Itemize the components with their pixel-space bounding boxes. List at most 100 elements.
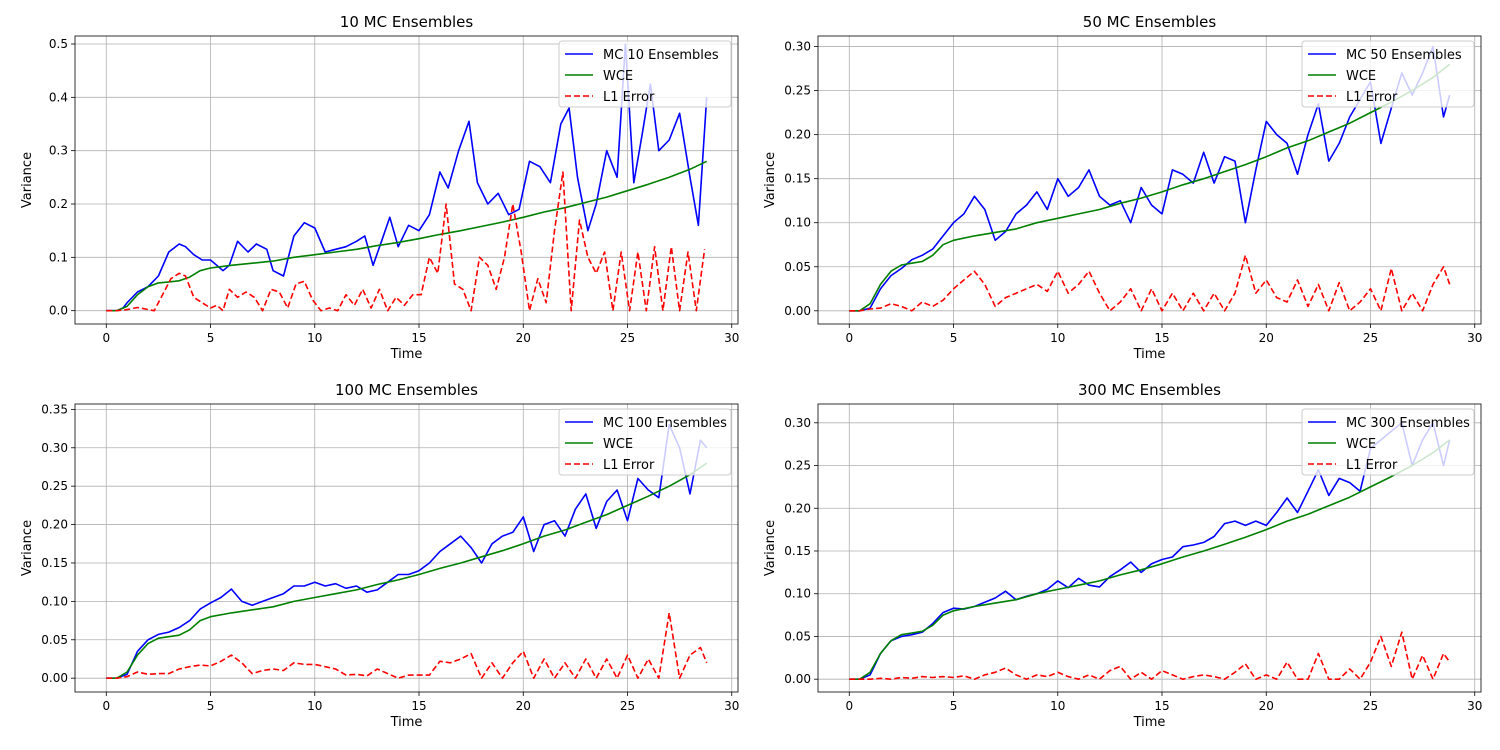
y-tick-label: 0.20: [41, 518, 68, 532]
y-tick-label: 0.00: [784, 672, 811, 686]
legend-label: L1 Error: [1346, 458, 1398, 473]
x-tick-label: 20: [516, 699, 531, 713]
series-line-3: [849, 631, 1451, 681]
x-axis-label: Time: [1133, 347, 1166, 362]
x-tick-label: 15: [1154, 331, 1169, 345]
x-tick-label: 10: [307, 331, 322, 345]
x-tick-label: 0: [102, 699, 110, 713]
x-tick-label: 30: [724, 331, 739, 345]
x-tick-label: 30: [1467, 699, 1482, 713]
x-tick-label: 20: [1259, 331, 1274, 345]
x-tick-label: 10: [1050, 331, 1065, 345]
x-tick-label: 30: [724, 699, 739, 713]
series-line-2: [849, 63, 1451, 312]
chart-title: 100 MC Ensembles: [335, 381, 478, 399]
legend-label: L1 Error: [603, 90, 655, 105]
y-tick-label: 0.25: [784, 459, 811, 473]
x-tick-label: 0: [845, 699, 853, 713]
y-tick-label: 0.05: [784, 260, 811, 274]
x-tick-label: 5: [207, 331, 215, 345]
x-tick-label: 25: [620, 699, 635, 713]
legend-label: MC 100 Ensembles: [603, 416, 727, 431]
x-tick-label: 25: [1363, 699, 1378, 713]
x-axis-label: Time: [390, 347, 423, 362]
x-tick-label: 0: [845, 331, 853, 345]
legend-label: WCE: [1346, 69, 1376, 84]
y-tick-label: 0.3: [49, 144, 68, 158]
series-line-2: [106, 160, 708, 312]
x-tick-label: 5: [950, 699, 958, 713]
series-line-1: [849, 45, 1451, 312]
x-axis-label: Time: [1133, 715, 1166, 730]
y-tick-label: 0.25: [784, 84, 811, 98]
series-line-2: [849, 439, 1451, 681]
series-group: [106, 43, 708, 312]
plot-frame: [817, 35, 1482, 325]
chart-4: 0 5 10 15 20 25 30 0.00 0.05 0.10 0.15 0.20 0.25 0.30…: [763, 381, 1482, 730]
chart-title: 300 MC Ensembles: [1078, 381, 1221, 399]
legend: MC 10 Ensembles WCE L1 Error: [558, 40, 732, 108]
x-tick-label: 10: [307, 699, 322, 713]
y-tick-label: 0.4: [49, 90, 68, 104]
chart-title: 10 MC Ensembles: [340, 13, 474, 31]
series-line-1: [849, 421, 1451, 681]
y-tick-label: 0.0: [49, 304, 68, 318]
legend-label: WCE: [603, 437, 633, 452]
y-tick-label: 0.20: [784, 501, 811, 515]
y-tick-label: 0.30: [784, 416, 811, 430]
y-tick-label: 0.15: [41, 556, 68, 570]
x-tick-label: 15: [411, 331, 426, 345]
y-tick-label: 0.10: [41, 594, 68, 608]
plot-frame: [817, 403, 1482, 693]
chart-1: 0 5 10 15 20 25 30 0.0 0.1 0.2 0.3 0.4 0.5 10 MC Ense…: [20, 13, 739, 362]
legend-box: [1301, 408, 1475, 476]
plot-frame: [74, 35, 739, 325]
legend-label: WCE: [603, 69, 633, 84]
legend-label: L1 Error: [1346, 90, 1398, 105]
x-tick-label: 25: [620, 331, 635, 345]
legend-label: MC 50 Ensembles: [1346, 48, 1462, 63]
y-tick-label: 0.10: [784, 587, 811, 601]
chart-2: 0 5 10 15 20 25 30 0.00 0.05 0.10 0.15 0.20 0.25 0.30…: [763, 13, 1482, 362]
y-tick-label: 0.20: [784, 128, 811, 142]
y-tick-label: 0.00: [41, 671, 68, 685]
chart-3: 0 5 10 15 20 25 30 0.00 0.05 0.10 0.15 0.20 0.25 0.30…: [20, 381, 739, 730]
x-tick-label: 10: [1050, 699, 1065, 713]
x-axis-label: Time: [390, 715, 423, 730]
y-tick-label: 0.2: [49, 197, 68, 211]
series-line-3: [106, 612, 708, 680]
series-line-1: [106, 43, 708, 312]
y-axis-label: Variance: [20, 152, 35, 208]
y-tick-label: 0.1: [49, 250, 68, 264]
legend-box: [1301, 40, 1475, 108]
y-tick-label: 0.05: [41, 633, 68, 647]
x-tick-label: 5: [207, 699, 215, 713]
x-tick-label: 15: [1154, 699, 1169, 713]
chart-title: 50 MC Ensembles: [1083, 13, 1217, 31]
legend: MC 300 Ensembles WCE L1 Error: [1301, 408, 1475, 476]
x-tick-label: 20: [516, 331, 531, 345]
legend-label: WCE: [1346, 437, 1376, 452]
y-tick-label: 0.00: [784, 304, 811, 318]
y-tick-label: 0.05: [784, 629, 811, 643]
legend: MC 50 Ensembles WCE L1 Error: [1301, 40, 1475, 108]
legend-label: L1 Error: [603, 458, 655, 473]
series-group: [849, 45, 1451, 312]
legend-box: [558, 40, 732, 108]
legend-box: [558, 408, 732, 476]
legend: MC 100 Ensembles WCE L1 Error: [558, 408, 732, 476]
x-tick-label: 15: [411, 699, 426, 713]
y-axis-label: Variance: [763, 152, 778, 208]
y-tick-label: 0.5: [49, 37, 68, 51]
x-tick-label: 25: [1363, 331, 1378, 345]
y-tick-label: 0.15: [784, 172, 811, 186]
y-tick-label: 0.30: [784, 40, 811, 54]
x-tick-label: 5: [950, 331, 958, 345]
y-axis-label: Variance: [763, 520, 778, 576]
series-line-2: [106, 462, 708, 680]
y-axis-label: Variance: [20, 520, 35, 576]
x-tick-label: 30: [1467, 331, 1482, 345]
y-tick-label: 0.25: [41, 479, 68, 493]
series-line-3: [106, 171, 706, 312]
